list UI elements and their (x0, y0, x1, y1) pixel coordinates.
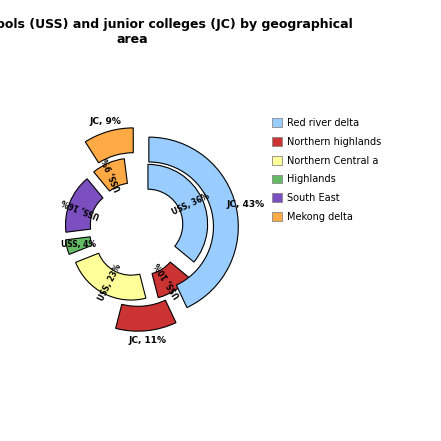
Wedge shape (149, 137, 238, 307)
Wedge shape (152, 262, 189, 298)
Text: USS, 23%: USS, 23% (97, 262, 123, 303)
Text: JC, 43%: JC, 43% (227, 200, 265, 209)
Wedge shape (94, 159, 127, 191)
Wedge shape (85, 128, 133, 163)
Text: JC, 9%: JC, 9% (90, 117, 121, 127)
Text: JC, 11%: JC, 11% (128, 336, 166, 345)
Wedge shape (148, 164, 208, 262)
Text: USS, 4%: USS, 4% (61, 239, 97, 249)
Text: USS, 36%: USS, 36% (171, 191, 211, 217)
Wedge shape (75, 253, 146, 300)
Wedge shape (116, 300, 176, 331)
Wedge shape (65, 237, 92, 254)
Wedge shape (66, 179, 103, 232)
Text: USS, 16%: USS, 16% (61, 196, 101, 219)
Text: USS, 9%: USS, 9% (102, 157, 124, 192)
Legend: Red river delta, Northern highlands, Northern Central a, Highlands, South East, : Red river delta, Northern highlands, Nor… (269, 115, 384, 225)
Text: condary schools (USS) and junior colleges (JC) by geographical
area: condary schools (USS) and junior college… (0, 18, 353, 45)
Text: USS, 10%: USS, 10% (154, 260, 183, 299)
